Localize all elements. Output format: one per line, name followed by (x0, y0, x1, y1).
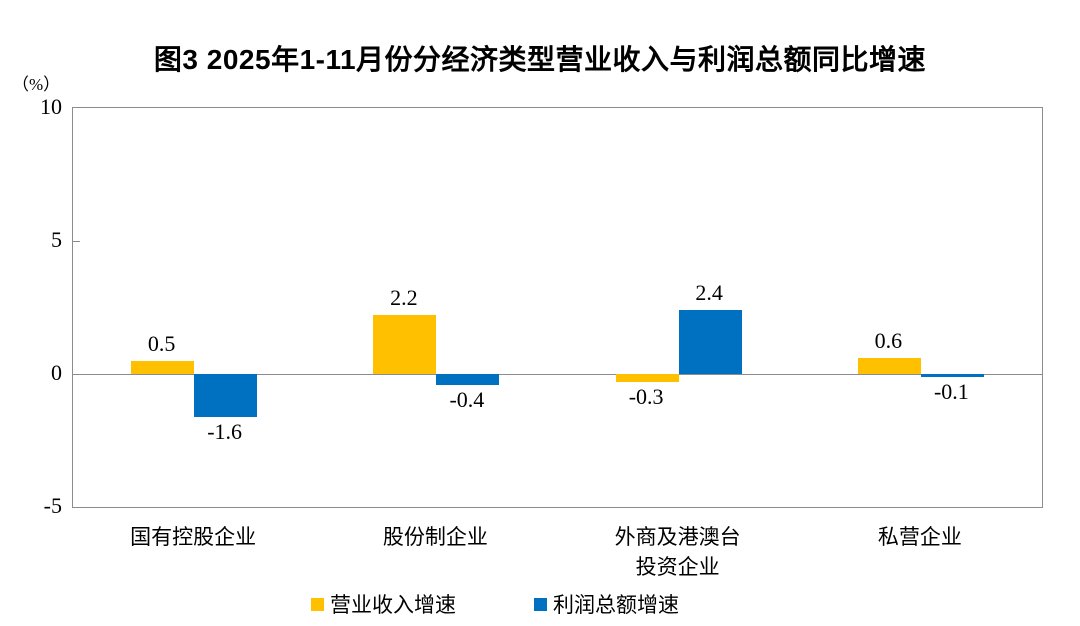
legend-item-利润总额增速: 利润总额增速 (534, 589, 679, 619)
bar-value-label: -0.4 (449, 386, 485, 412)
y-tick-label: 5 (51, 227, 62, 252)
y-tick-label: -5 (43, 493, 62, 518)
bar-利润总额增速 (678, 310, 742, 374)
bar-value-label: 2.4 (695, 280, 723, 306)
bar-value-label: -0.1 (933, 378, 969, 404)
bar-value-label: 0.5 (147, 330, 176, 356)
legend-label: 营业收入增速 (330, 593, 456, 617)
bar-利润总额增速 (194, 374, 258, 417)
legend-swatch-icon (534, 597, 547, 611)
y-tick-label: 0 (51, 360, 62, 385)
bar-营业收入增速 (131, 360, 195, 374)
x-axis-label: 股份制企业 (382, 525, 488, 549)
chart-title: 图3 2025年1-11月份分经济类型营业收入与利润总额同比增速 (153, 44, 927, 75)
bar-value-label: -0.3 (628, 383, 664, 409)
bar-营业收入增速 (373, 315, 437, 374)
y-tick-label: 10 (40, 94, 62, 119)
bar-value-label: -1.6 (207, 418, 243, 444)
bar-利润总额增速 (436, 374, 500, 385)
legend-swatch-icon (311, 597, 324, 611)
y-tick-mark (73, 241, 80, 242)
x-axis-label: 私营企业 (877, 525, 962, 549)
legend-label: 利润总额增速 (553, 593, 679, 617)
bar-value-label: 2.2 (390, 285, 418, 311)
bar-营业收入增速 (615, 374, 679, 382)
bar-营业收入增速 (857, 358, 921, 374)
zero-line (73, 374, 1042, 375)
y-axis-unit-label: （%） (12, 75, 61, 94)
bar-利润总额增速 (920, 374, 984, 377)
x-axis-label: 外商及港澳台 投资企业 (614, 525, 741, 579)
legend: 营业收入增速 利润总额增速 (0, 589, 1035, 619)
bar-value-label: 0.6 (874, 328, 903, 354)
plot-area (72, 107, 1043, 508)
x-axis-label: 国有控股企业 (130, 525, 257, 549)
legend-item-营业收入增速: 营业收入增速 (311, 589, 456, 619)
